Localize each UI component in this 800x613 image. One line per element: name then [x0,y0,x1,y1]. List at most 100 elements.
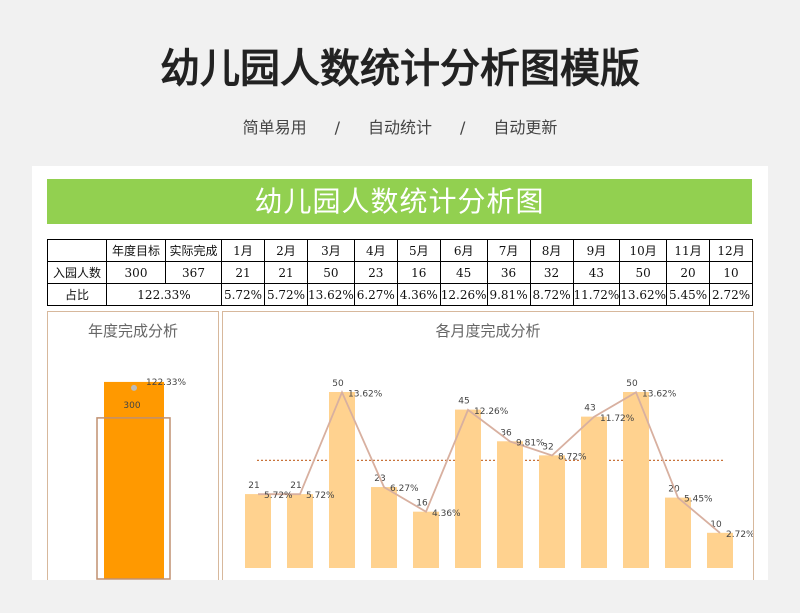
ratio-cell: 13.62% [619,283,668,306]
bar-value-label: 43 [584,404,595,414]
month-bar [287,494,313,568]
ratio-cell: 6.27% [353,283,398,306]
chart-banner: 幼儿园人数统计分析图 [47,179,752,224]
header-cell: 1月 [221,239,265,262]
annual-chart-title: 年度完成分析 [87,322,178,340]
header-cell: 6月 [439,239,488,262]
monthly-chart-panel: 各月度完成分析 21 21 50 23 16 45 36 32 43 50 20 10 5.72% 5.7… [222,311,754,580]
header-cell: 4月 [353,239,398,262]
month-bar [371,487,397,568]
header-cell [47,239,107,262]
header-cell: 7月 [486,239,531,262]
month-bar [329,392,355,568]
ratio-cell: 12.26% [439,283,488,306]
annual-chart-panel: 年度完成分析 300 122.33% [47,311,219,580]
ratio-label: 4.36% [432,509,461,519]
month-bar [413,511,439,568]
ratio-label: 9.81% [516,438,545,448]
count-cell: 16 [396,261,441,284]
row-label: 入园人数 [47,261,107,284]
header-cell: 12月 [709,239,754,262]
ratio-label: 12.26% [474,407,509,417]
header-cell: 11月 [666,239,711,262]
header-cell: 10月 [619,239,668,262]
ratio-marker [131,384,137,391]
bar-value-label: 16 [416,499,428,509]
ratio-cell: 2.72% [709,283,754,306]
sheet-card: 幼儿园人数统计分析图 年度目标 实际完成 1月 2月 3月 4月 5月 6月 7月 8月 9月 10月… [32,166,768,580]
count-cell: 23 [353,261,398,284]
month-bar [539,455,565,568]
ratio-label: 11.72% [600,414,635,424]
header-cell: 3月 [307,239,355,262]
ratio-cell: 5.45% [666,283,711,306]
header-cell: 实际完成 [165,239,222,262]
feature-tags: 简单易用 / 自动统计 / 自动更新 [0,114,800,138]
month-bar [623,392,649,568]
bar-value-label: 50 [626,379,638,389]
actual-cell: 367 [165,261,222,284]
ratio-label: 122.33% [146,378,186,388]
count-cell: 50 [619,261,668,284]
count-cell: 36 [486,261,531,284]
month-bar [497,441,523,568]
tag: 自动更新 [493,118,558,137]
ratio-cell: 4.36% [396,283,441,306]
ratio-label: 5.72% [306,491,335,501]
count-cell: 21 [264,261,308,284]
bar-value-label: 45 [458,397,469,407]
bar-value-label: 32 [542,442,553,452]
ratio-label: 8.72% [558,453,587,463]
annual-chart: 300 122.33% [96,378,186,580]
count-cell: 32 [529,261,574,284]
tag: 自动统计 [367,118,432,137]
ratio-label: 5.72% [264,491,293,501]
ratio-label: 5.45% [684,495,713,505]
target-cell: 300 [106,261,166,284]
bar-value-label: 21 [248,481,259,491]
separator: / [460,118,466,137]
target-label: 300 [123,401,140,411]
count-cell: 45 [439,261,488,284]
ratio-cell: 5.72% [221,283,265,306]
header-cell: 5月 [396,239,441,262]
count-cell: 43 [572,261,621,284]
tag: 简单易用 [242,118,307,137]
month-bar [707,532,733,568]
header-cell: 2月 [264,239,308,262]
ratio-label: 13.62% [348,389,383,399]
count-cell: 21 [221,261,265,284]
separator: / [334,118,340,137]
page-title: 幼儿园人数统计分析图模版 [160,46,640,92]
month-bar [245,494,271,568]
header-cell: 年度目标 [106,239,166,262]
ratio-cell: 8.72% [529,283,574,306]
ratio-label: 13.62% [642,389,677,399]
target-bar [96,417,171,580]
monthly-chart-title: 各月度完成分析 [435,322,541,340]
count-cell: 50 [307,261,355,284]
ratio-cell: 13.62% [307,283,355,306]
ratio-cell: 9.81% [486,283,531,306]
ratio-label: 6.27% [390,484,419,494]
month-bar [665,497,691,568]
bar-value-label: 36 [500,428,512,438]
month-bar [455,409,481,568]
data-table: 年度目标 实际完成 1月 2月 3月 4月 5月 6月 7月 8月 9月 10月 11月 12月 入园人数 3… [47,239,754,306]
bar-value-label: 21 [290,481,301,491]
header-cell: 8月 [529,239,574,262]
ratio-line [258,390,721,534]
ratio-label: 2.72% [726,530,753,540]
bar-value-label: 50 [332,379,344,389]
count-cell: 10 [709,261,754,284]
ratio-cell: 5.72% [264,283,308,306]
row-label: 占比 [47,283,107,306]
count-cell: 20 [666,261,711,284]
actual-bar [104,381,164,579]
ratio-total-cell: 122.33% [106,283,222,306]
month-bar [581,416,607,568]
ratio-cell: 11.72% [572,283,621,306]
header-cell: 9月 [572,239,621,262]
bar-value-label: 10 [710,520,722,530]
